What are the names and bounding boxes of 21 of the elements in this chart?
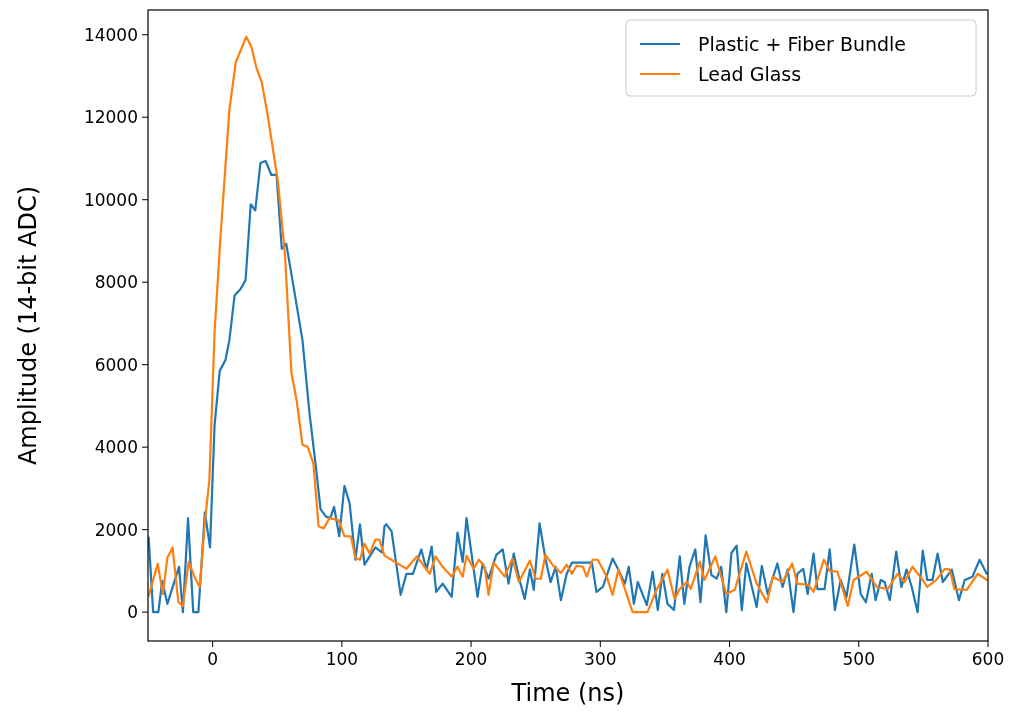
- y-tick-label: 14000: [83, 24, 138, 45]
- line-series: [148, 159, 988, 614]
- x-tick-label: 100: [325, 649, 359, 669]
- legend-label: Plastic + Fiber Bundle: [698, 32, 907, 55]
- legend-label: Lead Glass: [698, 62, 802, 85]
- x-tick-label: 400: [713, 649, 746, 669]
- y-tick-label: 4000: [94, 437, 138, 458]
- y-tick-label: 8000: [94, 272, 138, 293]
- x-tick-label: 0: [207, 649, 219, 669]
- y-tick-label: 12000: [83, 107, 138, 128]
- y-tick-label: 6000: [94, 354, 138, 375]
- x-tick-label: 300: [584, 649, 617, 669]
- y-tick-label: 0: [127, 602, 138, 623]
- y-tick-label: 2000: [94, 519, 138, 540]
- y-tick-label: 10000: [83, 189, 138, 210]
- x-tick-label: 500: [842, 649, 875, 669]
- x-tick-label: 200: [454, 649, 488, 669]
- y-axis-title: Amplitude (14-bit ADC): [14, 185, 42, 466]
- x-axis-title: Time (ns): [510, 679, 625, 707]
- x-tick-label: 600: [971, 649, 1005, 669]
- line-series: [148, 35, 988, 614]
